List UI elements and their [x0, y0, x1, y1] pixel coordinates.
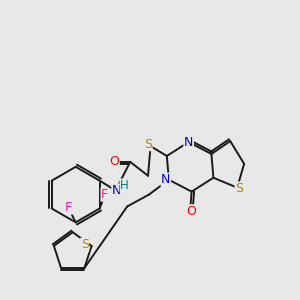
Text: F: F	[65, 201, 72, 214]
Text: S: S	[235, 182, 243, 195]
Text: O: O	[110, 155, 119, 168]
Text: O: O	[187, 205, 196, 218]
Text: N: N	[161, 173, 170, 186]
Text: N: N	[184, 136, 193, 148]
Text: F: F	[101, 188, 108, 201]
Text: S: S	[144, 138, 152, 151]
Text: N: N	[112, 184, 121, 197]
Text: H: H	[120, 179, 129, 192]
Text: S: S	[81, 238, 88, 251]
